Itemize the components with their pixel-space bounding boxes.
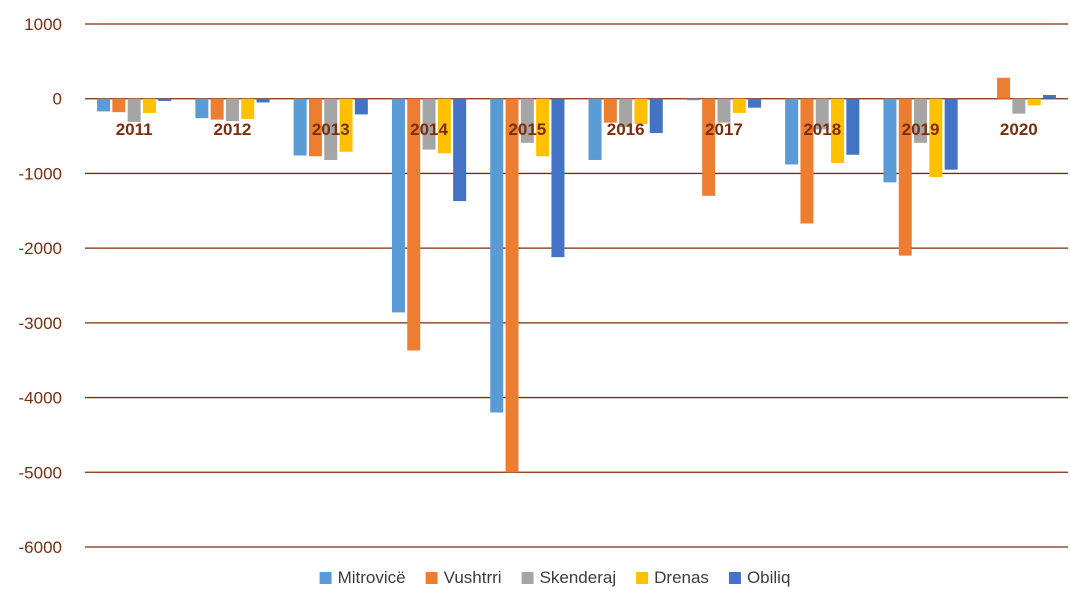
x-category-label: 2012	[214, 120, 252, 139]
legend-label: Mitrovicë	[338, 568, 406, 587]
bar	[520, 98, 534, 143]
bar	[97, 98, 111, 112]
bar	[551, 98, 565, 258]
y-tick-label: -3000	[19, 314, 62, 333]
bar	[634, 98, 648, 125]
bar	[702, 98, 716, 196]
bar	[241, 98, 255, 119]
x-category-label: 2018	[803, 120, 841, 139]
legend-swatch	[728, 572, 741, 584]
y-tick-label: 1000	[24, 15, 62, 34]
legend-swatch	[319, 572, 332, 584]
x-category-label: 2015	[508, 120, 546, 139]
bar	[422, 98, 436, 150]
y-tick-label: -2000	[19, 239, 62, 258]
bar	[354, 98, 368, 115]
x-category-label: 2019	[902, 120, 940, 139]
y-tick-label: -6000	[19, 538, 62, 557]
y-tick-label: 0	[53, 90, 62, 109]
bar	[324, 98, 338, 160]
bar	[293, 98, 307, 156]
bar	[391, 98, 405, 313]
x-category-label: 2014	[410, 120, 448, 139]
bar	[210, 98, 224, 120]
bar	[127, 98, 141, 122]
bar	[619, 98, 633, 128]
legend-label: Vushtrri	[444, 568, 502, 587]
bar	[603, 98, 617, 123]
bar	[505, 98, 519, 473]
bar	[800, 98, 814, 224]
bar	[308, 98, 322, 157]
bar	[490, 98, 504, 413]
x-category-label: 2020	[1000, 120, 1038, 139]
x-category-label: 2017	[705, 120, 743, 139]
legend-label: Obiliq	[747, 568, 790, 587]
bar	[112, 98, 126, 113]
y-tick-label: -4000	[19, 389, 62, 408]
bar	[717, 98, 731, 123]
bar	[883, 98, 897, 183]
bar	[846, 98, 860, 155]
legend-swatch	[636, 572, 649, 584]
bar	[944, 98, 958, 170]
bar	[339, 98, 353, 152]
legend-label: Drenas	[654, 568, 709, 587]
bar	[997, 77, 1011, 99]
bar	[1042, 94, 1056, 99]
bar	[437, 98, 451, 154]
bar	[732, 98, 746, 113]
legend-label: Skenderaj	[540, 568, 617, 587]
legend-swatch	[425, 572, 438, 584]
y-tick-label: -5000	[19, 463, 62, 482]
bar	[831, 98, 845, 163]
bar	[256, 98, 270, 103]
bars	[97, 77, 1056, 473]
bar	[407, 98, 421, 351]
x-category-label: 2013	[312, 120, 350, 139]
x-axis-categories: 2011 2012 2013 2014 2015 2016 2017 2018 2019 2020	[116, 120, 1038, 139]
bar	[649, 98, 663, 134]
bar	[158, 98, 172, 101]
bar	[588, 98, 602, 160]
bar	[898, 98, 912, 256]
bar	[785, 98, 799, 165]
bar	[686, 98, 700, 101]
bar	[536, 98, 550, 157]
bar	[1012, 98, 1026, 114]
x-category-label: 2011	[116, 120, 153, 139]
bar	[1027, 98, 1041, 106]
y-axis-ticks: 1000 0 -1000 -2000 -3000 -4000 -5000 -6000	[19, 15, 62, 557]
bar	[748, 98, 762, 108]
x-category-label: 2016	[607, 120, 645, 139]
y-tick-label: -1000	[19, 164, 62, 183]
bar	[914, 98, 928, 143]
bar	[142, 98, 156, 113]
bar	[195, 98, 209, 119]
bar	[929, 98, 943, 178]
legend-swatch	[521, 572, 534, 584]
bar	[453, 98, 467, 202]
bar	[815, 98, 829, 130]
bar	[225, 98, 239, 122]
legend: Mitrovicë Vushtrri Skenderaj Drenas Obiliq	[319, 568, 790, 587]
